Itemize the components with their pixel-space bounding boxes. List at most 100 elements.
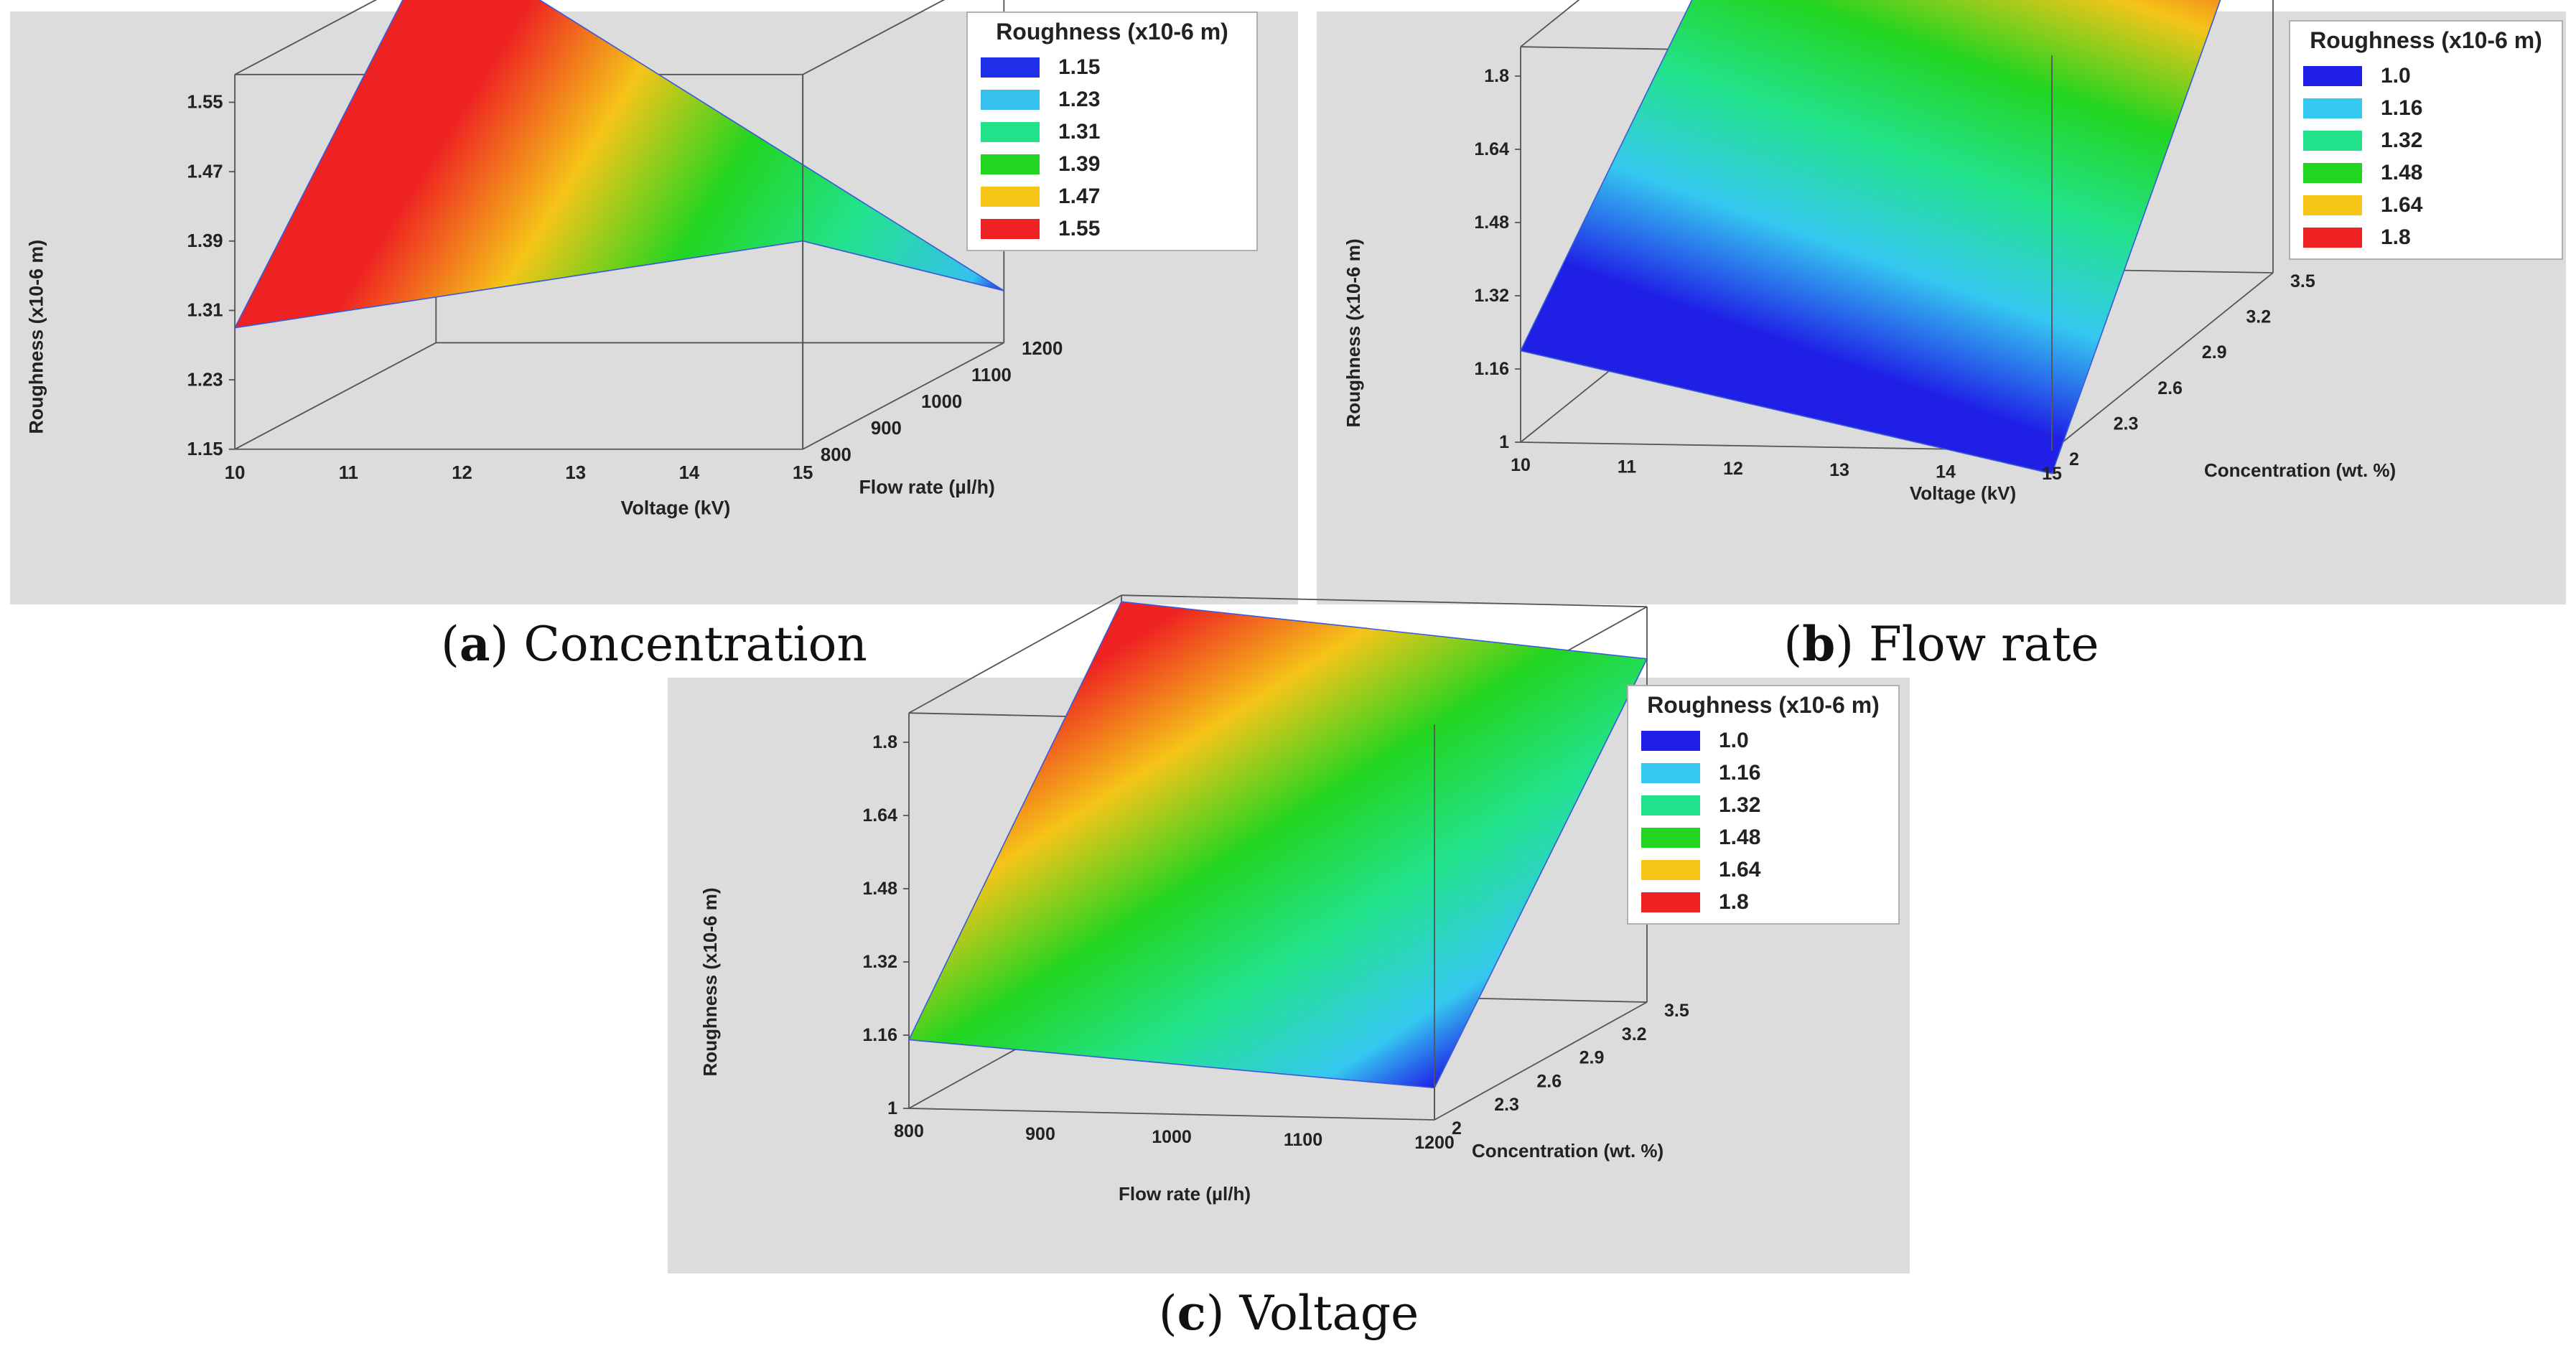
x-axis-title: Voltage (kV) (1910, 482, 2016, 504)
x-axis-title: Voltage (kV) (621, 497, 731, 518)
legend-swatch (1641, 795, 1700, 815)
legend-entry: 1.55 (981, 215, 1100, 243)
legend-entry: 1.0 (2303, 62, 2411, 90)
y-tick-label: 3.5 (2290, 271, 2315, 291)
caption-c: (c) Voltage (1158, 1285, 1419, 1341)
legend-label: 1.23 (1058, 88, 1101, 111)
legend-entry: 1.31 (981, 118, 1100, 146)
y-tick-label: 2.6 (2157, 378, 2183, 398)
legend-swatch (981, 219, 1040, 239)
legend-title: Roughness (x10-6 m) (2310, 27, 2542, 53)
y-tick-label: 3.5 (1664, 1001, 1689, 1021)
legend-entry: 1.32 (2303, 126, 2422, 155)
legend-entry: 1.15 (981, 53, 1100, 82)
z-tick-label: 1.15 (187, 439, 223, 459)
x-tick-label: 800 (894, 1121, 924, 1141)
legend-label: 1.48 (2381, 161, 2423, 184)
z-tick-label: 1.48 (862, 879, 897, 899)
y-tick-label: 800 (821, 445, 851, 465)
x-tick-label: 13 (1829, 460, 1849, 480)
y-axis-title: Flow rate (µl/h) (859, 477, 994, 498)
legend-swatch (2303, 228, 2362, 248)
axis-box-edge (802, 0, 946, 75)
legend-entry: 1.47 (981, 182, 1100, 211)
y-tick-label: 2.6 (1536, 1071, 1562, 1091)
y-tick-label: 2 (1452, 1118, 1462, 1139)
x-tick-label: 14 (1936, 462, 1956, 482)
z-tick-label: 1.32 (1474, 286, 1509, 306)
z-tick-label: 1.16 (1474, 359, 1509, 379)
legend-swatch (1641, 763, 1700, 783)
legend-swatch (2303, 131, 2362, 151)
z-tick-label: 1.55 (187, 93, 223, 113)
x-tick-label: 10 (1511, 455, 1531, 475)
y-axis-title: Concentration (wt. %) (1472, 1140, 1663, 1161)
legend-entry: 1.48 (2303, 159, 2422, 187)
plot-group: 1.15 1.23 1.31 1.39 1.47 1.55 10 11 12 13 14 15 800 9… (25, 0, 1063, 518)
legend-title: Roughness (x10-6 m) (996, 19, 1228, 45)
legend-label: 1.32 (2381, 128, 2423, 152)
x-tick-label: 15 (2042, 464, 2062, 484)
legend-swatch (981, 90, 1040, 110)
axis-box-edge (234, 342, 437, 450)
chart-panel-c: 1 1.16 1.32 1.48 1.64 1.8 800 900 1000 1100 1200 2 2… (668, 594, 1910, 1273)
legend-swatch (1641, 731, 1700, 751)
y-tick-label: 1200 (1022, 339, 1063, 359)
legend-entry: 1.39 (981, 150, 1100, 179)
legend-label: 1.32 (1719, 793, 1761, 817)
legend-label: 1.47 (1058, 184, 1101, 208)
x-tick-label: 15 (793, 463, 813, 483)
legend-title: Roughness (x10-6 m) (1647, 692, 1880, 718)
legend-label: 1.8 (2381, 225, 2411, 249)
legend-label: 1.0 (1719, 729, 1749, 752)
y-tick-label: 2.9 (1579, 1048, 1605, 1068)
legend-label: 1.16 (2381, 96, 2423, 120)
legend-swatch (981, 187, 1040, 207)
legend-swatch (2303, 163, 2362, 183)
z-tick-label: 1.16 (862, 1025, 897, 1045)
legend-label: 1.64 (2381, 193, 2423, 217)
caption-a: (a) Concentration (441, 616, 867, 672)
legend-swatch (2303, 66, 2362, 86)
legend-label: 1.15 (1058, 55, 1101, 79)
y-tick-label: 2.3 (1494, 1095, 1519, 1115)
y-tick-label: 2 (2069, 449, 2079, 469)
z-tick-label: 1.8 (1484, 66, 1509, 86)
legend-a: Roughness (x10-6 m) 1.15 1.23 1.31 1.39 … (966, 11, 1258, 251)
x-tick-label: 10 (225, 463, 246, 483)
legend-entry: 1.23 (981, 85, 1100, 114)
legend-swatch (2303, 195, 2362, 215)
z-tick-label: 1.23 (187, 370, 223, 390)
legend-label: 1.0 (2381, 64, 2411, 88)
x-tick-label: 1200 (1414, 1133, 1455, 1153)
z-tick-label: 1 (887, 1098, 897, 1118)
y-tick-label: 1100 (971, 365, 1012, 385)
legend-swatch (2303, 98, 2362, 118)
legend-label: 1.64 (1719, 858, 1761, 882)
z-axis-title: Roughness (x10-6 m) (699, 888, 721, 1077)
chart-panel-b: 1 1.16 1.32 1.48 1.64 1.8 10 11 12 13 14 15 2 2.3 2.6 2… (1317, 0, 2566, 604)
legend-entry: 1.48 (1641, 823, 1760, 852)
axis-box-edge (1434, 1001, 1648, 1121)
legend-entry: 1.64 (1641, 856, 1760, 884)
x-tick-label: 1100 (1284, 1130, 1322, 1150)
legend-label: 1.31 (1058, 120, 1101, 144)
z-tick-label: 1.64 (1474, 139, 1509, 159)
z-tick-label: 1.32 (862, 952, 897, 972)
x-tick-label: 12 (1723, 459, 1743, 479)
legend-entry: 1.32 (1641, 791, 1760, 820)
legend-label: 1.48 (1719, 826, 1761, 849)
axis-box-edge (802, 342, 1004, 450)
legend-swatch (1641, 828, 1700, 848)
y-tick-label: 3.2 (1622, 1024, 1647, 1044)
legend-entry: 1.8 (1641, 888, 1749, 917)
axis-box-edge (2051, 272, 2274, 452)
legend-entry: 1.64 (2303, 191, 2422, 220)
response-surface (233, 0, 1004, 329)
legend-entry: 1.16 (1641, 759, 1760, 787)
legend-swatch (1641, 892, 1700, 912)
z-axis-title: Roughness (x10-6 m) (25, 240, 47, 434)
x-tick-label: 11 (1618, 457, 1637, 477)
